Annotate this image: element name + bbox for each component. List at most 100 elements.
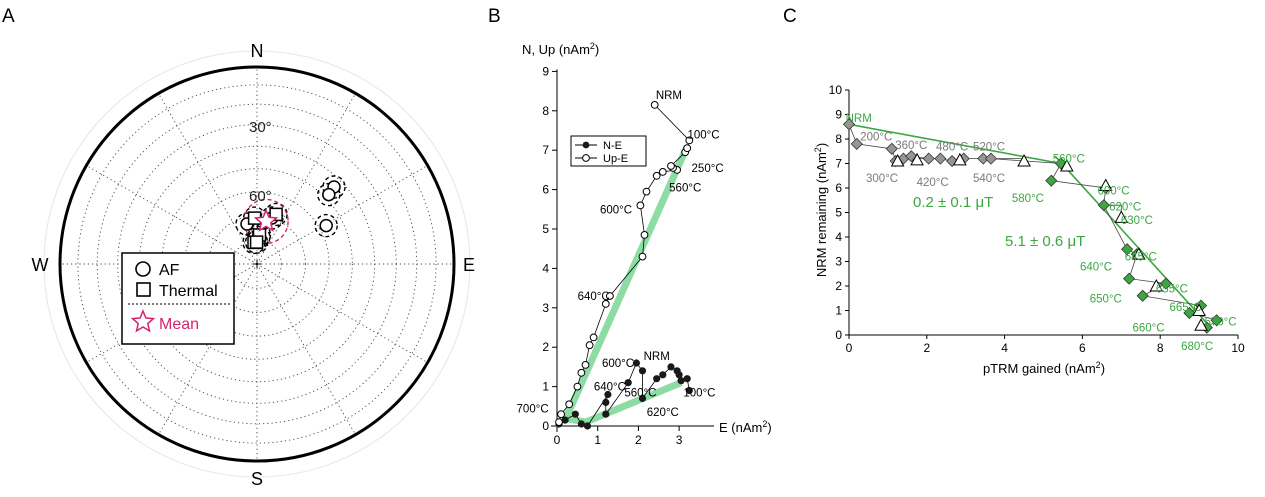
confidence-ellipse	[314, 213, 338, 238]
inclination-ring	[77, 84, 437, 444]
mean-confidence-circle	[243, 198, 289, 245]
high-temperature-point	[1045, 174, 1058, 187]
y-tick-label: 2	[542, 340, 549, 354]
legend-af-label: AF	[159, 262, 180, 279]
panel-label-c: C	[783, 6, 797, 27]
fit-label-high: 5.1 ± 0.6 μT	[1005, 233, 1085, 250]
temperature-step-label: 560°C	[1053, 154, 1085, 166]
ptrm-check-point	[1192, 303, 1206, 316]
y-tick-label: 3	[835, 255, 842, 269]
upe-point	[585, 341, 594, 350]
upe-point	[685, 136, 694, 145]
high-temperature-point	[1097, 199, 1110, 212]
upe-point	[642, 187, 651, 196]
ne-point	[667, 363, 675, 371]
axis-label-n-up: N, Up (nAm2)	[522, 41, 599, 57]
axis-label-ptrm-close: )	[1101, 361, 1105, 376]
temperature-step-label: 300°C	[866, 173, 898, 185]
high-temperature-point	[1183, 306, 1196, 320]
ptrm-check-point	[1098, 178, 1113, 192]
legend-star-shape	[130, 309, 156, 333]
axis-label-nrm-remaining: NRM remaining (nAm2)	[813, 143, 829, 277]
stereonet-grid	[60, 67, 454, 461]
zijderveld-series	[555, 101, 694, 430]
cardinal-w-label: W	[32, 255, 49, 275]
y-tick-label: 8	[542, 104, 549, 118]
temperature-step-label: NRM	[846, 113, 872, 125]
step-label: 600°C	[600, 204, 632, 216]
upe-point	[557, 410, 565, 419]
temperature-step-label: 420°C	[917, 177, 949, 189]
upe-point	[589, 333, 598, 342]
ne-point	[683, 375, 691, 383]
cardinal-n-label: N	[251, 41, 264, 61]
y-tick-label: 4	[835, 230, 842, 244]
x-tick-label: 4	[1001, 341, 1008, 355]
ne-point	[675, 371, 683, 379]
ne-point	[685, 386, 693, 395]
temperature-step-label: 650°C	[1090, 293, 1122, 305]
high-temperature-point	[1123, 272, 1136, 285]
ne-point	[602, 398, 610, 406]
upe-point	[573, 382, 582, 391]
ne-point	[604, 390, 612, 399]
declination-spoke	[86, 263, 258, 363]
ptrm-check-point	[1131, 247, 1146, 260]
y-tick-label: 6	[542, 183, 549, 197]
ne-point	[571, 410, 579, 418]
direction-points	[240, 180, 341, 250]
upe-point	[636, 201, 645, 210]
arai-axes: 0 1 2 3 4 5 6 7 8 9 10 0 2 4 6 8 10	[829, 83, 1245, 355]
ne-point	[577, 420, 586, 428]
af-direction-point	[322, 187, 336, 202]
step-label: 250°C	[692, 163, 724, 175]
ptrm-check-point	[890, 154, 905, 167]
temperature-step-label: 600°C	[1097, 185, 1129, 197]
low-temperature-point	[885, 142, 898, 155]
panel-a: A N E S W 30° 60° AF Thermal Mean	[2, 6, 475, 489]
y-tick-label: 6	[835, 181, 842, 195]
declination-spoke	[256, 93, 356, 265]
y-tick-label: 7	[835, 157, 842, 171]
x-tick-label: 2	[923, 341, 930, 355]
temperature-step-label: 680°C	[1181, 341, 1213, 353]
panel-label-a: A	[2, 6, 15, 27]
panel-label-b: B	[488, 6, 501, 27]
temperature-step-label: 580°C	[1012, 193, 1044, 205]
low-temperature-point	[984, 152, 998, 165]
cardinal-s-label: S	[251, 469, 263, 489]
legend-ne-label: N-E	[603, 140, 622, 152]
ne-point	[659, 371, 667, 379]
low-temperature-point	[922, 152, 935, 165]
axis-label-e: E (nAm2)	[719, 419, 772, 435]
high-temperature-point	[1121, 243, 1134, 256]
step-label: NRM	[656, 90, 682, 102]
temperature-step-label: 540°C	[973, 173, 1005, 185]
cardinal-e-label: E	[463, 255, 475, 275]
ne-point	[583, 422, 592, 430]
upe-point	[581, 361, 590, 369]
x-tick-label: 10	[1231, 341, 1245, 355]
cardinal-labels: N E S W	[32, 41, 476, 489]
low-temperature-point	[934, 152, 947, 165]
temperature-step-label: 660°C	[1132, 323, 1164, 335]
stereonet-primitive	[58, 65, 456, 463]
ptrm-check-point	[1149, 278, 1164, 292]
low-temperature-point	[850, 137, 863, 150]
axis-label-ptrm-text: pTRM gained (nAm	[983, 361, 1096, 376]
upe-point	[640, 231, 649, 239]
mean-direction-star	[253, 208, 279, 232]
temperature-step-label: 360°C	[895, 140, 927, 152]
axis-label-e-sup: 2	[762, 419, 767, 429]
upe-point	[650, 101, 659, 109]
axis-label-e-text: E (nAm	[719, 420, 762, 435]
upe-point	[577, 368, 586, 377]
zijderveld-annotations: NRM 100°C 250°C 560°C 600°C 640°C 700°C 600°C NR…	[517, 90, 724, 419]
ring-label-60: 60°	[249, 188, 272, 205]
temperature-step-label: 630°C	[1121, 215, 1153, 227]
step-label: 600°C	[602, 358, 634, 370]
upe-point	[658, 168, 667, 176]
